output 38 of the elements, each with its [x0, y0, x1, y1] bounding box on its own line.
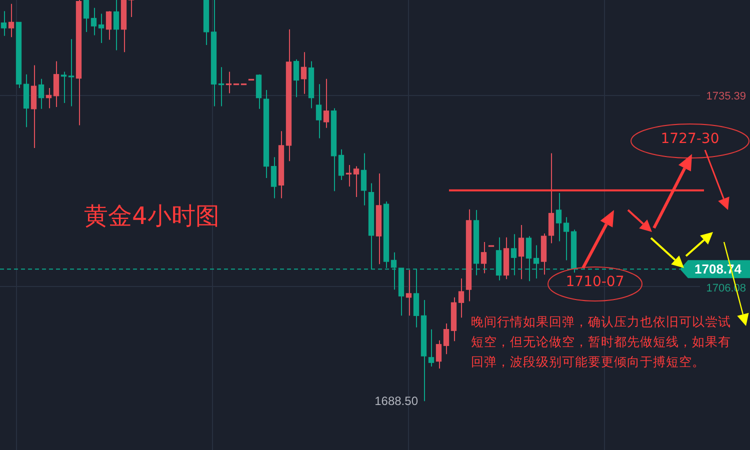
- candlestick: [428, 328, 434, 368]
- candlestick: [406, 270, 412, 316]
- candlestick: [270, 156, 277, 199]
- candlestick: [556, 192, 562, 242]
- candlestick: [338, 148, 344, 180]
- annotation: 1727-30: [660, 131, 720, 147]
- candlestick: [300, 52, 307, 94]
- candlestick: [563, 216, 570, 261]
- candlestick: [128, 0, 134, 18]
- candlestick: [548, 152, 554, 244]
- candlestick: [316, 84, 322, 139]
- candlestick: [518, 224, 524, 280]
- candlestick: [53, 60, 60, 108]
- candlestick: [458, 278, 464, 318]
- candlestick: [113, 0, 120, 51]
- candlestick: [60, 71, 67, 104]
- candlestick: [323, 78, 330, 128]
- candlestick: [8, 3, 14, 38]
- candlestick: [436, 340, 442, 369]
- candlestick: [480, 241, 487, 274]
- candlestick: [0, 10, 7, 36]
- annotation: 晚间行情如果回弹，确认压力也依旧可以尝试短空，但无论做空，暂时都先做短线，如果有回弹，波段级别可能要更倾向于搏短空。: [471, 313, 732, 371]
- candlestick: [443, 322, 450, 355]
- candlestick: [106, 10, 112, 40]
- candlestick: [293, 58, 300, 98]
- candlestick: [256, 74, 262, 110]
- candlestick: [38, 78, 44, 110]
- candlestick: [90, 7, 97, 36]
- candlestick: [360, 152, 367, 206]
- candlestick: [83, 0, 90, 32]
- y-tick-label: 1735.39: [706, 90, 746, 102]
- candlestick: [353, 166, 360, 198]
- candlestick: [30, 64, 37, 149]
- candlestick: [98, 13, 104, 44]
- annotation: 1710-07: [564, 274, 626, 290]
- candlestick: [68, 38, 74, 107]
- text: 黄金4小时图: [84, 201, 220, 232]
- annotation: 1688.50: [374, 394, 418, 408]
